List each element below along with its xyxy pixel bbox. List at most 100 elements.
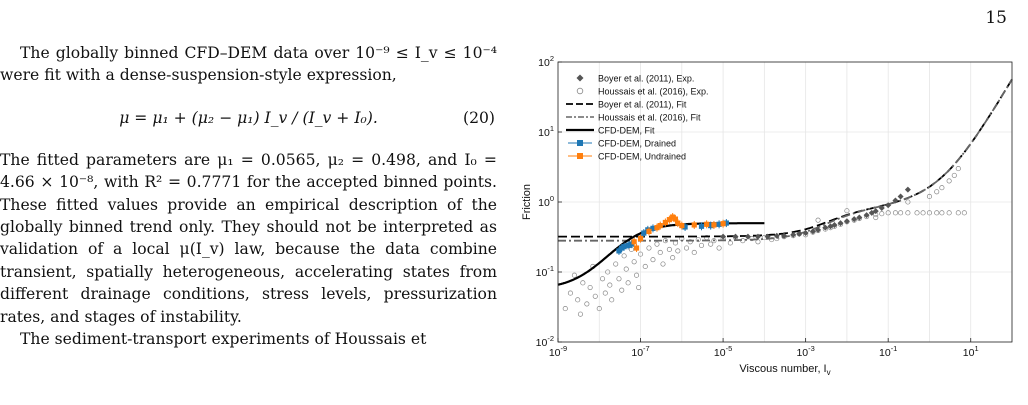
cfd-drained-point [723, 220, 729, 226]
cfd-drained-point [621, 244, 627, 250]
boyer-exp-point [878, 205, 885, 212]
boyer-exp-point [781, 232, 788, 239]
equation-body: μ = μ₁ + (μ₂ − μ₁) I_v / (I_v + I₀). [119, 108, 378, 127]
houssais-exp-point [914, 210, 920, 216]
boyer-exp-point [744, 233, 751, 240]
houssais-exp-point [892, 210, 898, 216]
boyer-exp-point [831, 221, 838, 228]
x-tick-label: 10-1 [879, 344, 897, 359]
houssais-exp-point [926, 210, 933, 216]
cfd-undrained-point [633, 245, 640, 251]
houssais-exp-point [607, 282, 613, 288]
cfd-drained-point [650, 225, 656, 231]
houssais-exp-point [613, 261, 619, 267]
houssais-exp-point [939, 185, 945, 191]
boyer-exp-point [822, 224, 829, 231]
houssais-exp-point [698, 242, 705, 248]
x-tick-label: 101 [963, 344, 979, 359]
cfd-drained-point [628, 241, 634, 247]
houssais-exp-point [934, 189, 940, 195]
houssais-exp-point [637, 251, 644, 257]
houssais-exp-point [616, 276, 622, 282]
cfd-undrained-point [670, 214, 676, 220]
cfd-drained-point [716, 221, 722, 227]
x-tick-label: 10-3 [796, 344, 814, 359]
houssais-exp-point [939, 210, 945, 216]
cfd-undrained-point [675, 220, 681, 226]
cfd-undrained-point [631, 239, 637, 245]
houssais-exp-point [596, 306, 602, 312]
cfd-undrained-point [672, 216, 679, 222]
page-number: 15 [985, 8, 1007, 28]
cfd-undrained-point [637, 236, 644, 242]
y-axis-label: Friction [521, 184, 533, 220]
houssais-exp-point [584, 301, 590, 307]
cfd-undrained-point [646, 228, 652, 235]
equation-number: (20) [462, 108, 495, 127]
cfd-drained-point [616, 248, 622, 254]
legend-marker-diamond [576, 74, 584, 82]
legend-label: CFD-DEM, Fit [598, 126, 655, 136]
friction-figure: 10-9 10-7 10-5 10-3 10-1 101 10-2 10-1 100 101 102… [520, 54, 1020, 382]
houssais-exp-point [623, 266, 629, 272]
boyer-exp-point [802, 230, 809, 237]
cfd-drained-point [708, 223, 714, 229]
legend-label: Houssais et al. (2016), Fit [598, 113, 701, 123]
boyer-exp-point [790, 231, 797, 238]
houssais-exp-point [567, 290, 573, 296]
houssais-exp-point [955, 210, 961, 216]
cfd-drained-point [625, 242, 631, 248]
boyer-exp-point [809, 228, 816, 235]
boyer-exp-point [851, 216, 858, 223]
x-tick-label: 10-9 [549, 344, 567, 359]
cfd-undrained-point [654, 225, 660, 231]
houssais-exp-point [951, 172, 957, 178]
cfd-undrained-point [666, 217, 672, 223]
legend-label: Houssais et al. (2016), Exp. [598, 87, 709, 97]
houssais-exp-point [905, 199, 911, 205]
legend: Boyer et al. (2011), Exp. Houssais et al.… [566, 74, 709, 162]
houssais-exp-point [815, 217, 821, 223]
houssais-exp-point [657, 249, 663, 256]
houssais-exp-point [695, 237, 701, 243]
x-axis-label: Viscous number, Iv [739, 363, 830, 377]
cfd-undrained-point [657, 223, 663, 229]
boyer-exp-point [837, 220, 844, 227]
y-tick-label: 102 [538, 54, 554, 69]
legend-marker-square [577, 140, 583, 146]
houssais-exp-point [955, 166, 961, 172]
cfd-undrained-point [679, 223, 685, 229]
cfd-drained-point [641, 230, 647, 236]
houssais-exp-point [605, 269, 611, 275]
boyer-exp-point [872, 208, 879, 215]
houssais-exp-point [631, 259, 637, 265]
y-tick-label: 10-2 [536, 334, 554, 349]
cfd-undrained-point [691, 222, 697, 228]
houssais-exp-point [675, 248, 681, 254]
houssais-exp-point [642, 263, 648, 270]
boyer-exp-point [892, 197, 899, 204]
houssais-exp-point [769, 237, 775, 243]
houssais-exp-point [587, 284, 593, 291]
legend-marker-circle [576, 87, 584, 95]
y-tick-label: 101 [538, 124, 554, 139]
houssais-exp-point [619, 287, 625, 293]
boyer-exp-point [720, 233, 727, 240]
legend-label: CFD-DEM, Undrained [598, 152, 686, 162]
body-text-column: The globally binned CFD–DEM data over 10… [0, 42, 497, 350]
houssais-exp-point [592, 293, 598, 299]
boyer-exp-point [796, 230, 803, 237]
houssais-exp-point [633, 272, 640, 278]
x-tick-label: 10-5 [714, 344, 732, 359]
houssais-exp-point [946, 210, 952, 216]
friction-chart: 10-9 10-7 10-5 10-3 10-1 101 10-2 10-1 100 101 102… [521, 54, 1013, 377]
houssais-exp-point [646, 245, 652, 251]
boyer-exp-point [863, 212, 870, 219]
houssais-exp-point [580, 280, 586, 286]
cfd-drained-point [682, 224, 688, 230]
houssais-exp-point [662, 238, 668, 244]
houssais-exp-point [873, 214, 879, 221]
boyer-exp-point [885, 202, 892, 209]
houssais-exp-point [609, 297, 615, 303]
houssais-exp-point [920, 210, 926, 216]
